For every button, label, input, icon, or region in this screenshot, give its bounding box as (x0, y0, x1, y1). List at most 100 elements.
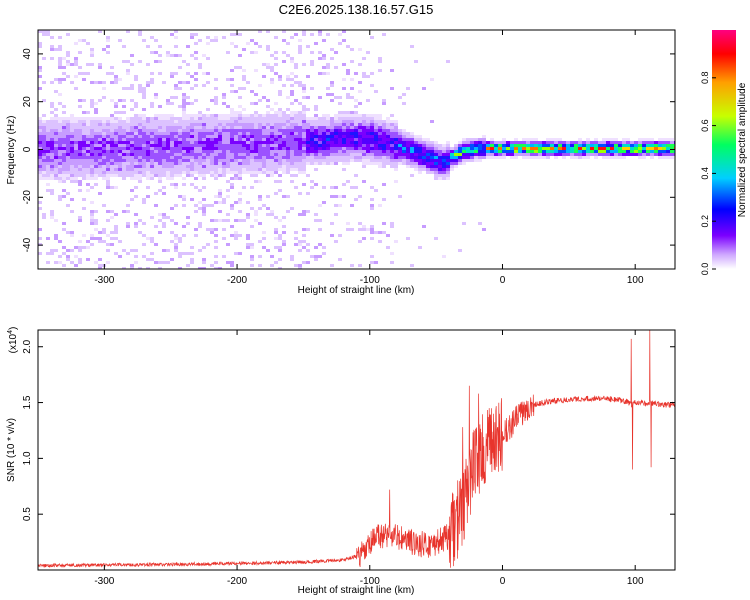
spectrogram-cell (162, 156, 166, 159)
spectrogram-cell (130, 120, 134, 123)
spectrogram-cell (458, 156, 462, 159)
spectrogram-cell (50, 150, 54, 153)
spectrogram-cell (414, 156, 418, 159)
spectrogram-cell (354, 129, 358, 132)
spectrogram-cell (82, 207, 86, 210)
spectrogram-cell (258, 144, 262, 147)
spectrogram-cell (174, 234, 178, 237)
spectrogram-cell (278, 108, 282, 111)
spectrogram-cell (110, 153, 114, 156)
spectrogram-cell (386, 159, 390, 162)
spectrogram-cell (122, 123, 126, 126)
spectrogram-cell (302, 165, 306, 168)
spectrogram-cell (70, 249, 74, 252)
spectrogram-cell (114, 105, 118, 108)
spectrogram-cell (298, 123, 302, 126)
spectrogram-cell (142, 39, 146, 42)
spectrogram-cell (46, 135, 50, 138)
spectrogram-cell (110, 150, 114, 153)
spectrogram-cell (90, 186, 94, 189)
spectrogram-cell (46, 120, 50, 123)
spectrogram-cell (70, 231, 74, 234)
spectrogram-cell (326, 93, 330, 96)
spectrogram-cell (590, 147, 594, 150)
spectrogram-cell (146, 165, 150, 168)
spectrogram-cell (610, 141, 614, 144)
spectrogram-cell (262, 132, 266, 135)
spectrogram-cell (218, 201, 222, 204)
spectrogram-cell (298, 132, 302, 135)
spectrogram-cell (150, 168, 154, 171)
spectrogram-cell (286, 96, 290, 99)
spectrogram-cell (358, 195, 362, 198)
spectrogram-cell (382, 123, 386, 126)
spectrogram-cell (66, 141, 70, 144)
spectrogram-cell (262, 231, 266, 234)
spectrogram-cell (354, 198, 358, 201)
spectrogram-cell (238, 150, 242, 153)
spectrogram-cell (302, 153, 306, 156)
spectrogram-cell (326, 33, 330, 36)
spectrogram-cell (366, 51, 370, 54)
spectrogram-cell (446, 174, 450, 177)
spectrogram-cell (174, 141, 178, 144)
spectrogram-cell (250, 138, 254, 141)
spectrogram-cell (498, 147, 502, 150)
spectrogram-cell (146, 135, 150, 138)
spectrogram-cell (74, 153, 78, 156)
spectrogram-cell (398, 156, 402, 159)
spectrogram-cell (350, 264, 354, 267)
spectrogram-cell (226, 141, 230, 144)
spectrogram-cell (194, 78, 198, 81)
spectrogram-cell (158, 147, 162, 150)
spectrogram-cell (110, 114, 114, 117)
spectrogram-cell (554, 150, 558, 153)
spectrogram-cell (366, 120, 370, 123)
spectrogram-cell (330, 93, 334, 96)
spectrogram-cell (334, 213, 338, 216)
spectrogram-cell (58, 123, 62, 126)
spectrogram-cell (194, 51, 198, 54)
spectrogram-cell (638, 147, 642, 150)
spectrogram-cell (286, 138, 290, 141)
spectrogram-cell (122, 153, 126, 156)
spectrogram-cell (350, 123, 354, 126)
spectrogram-cell (314, 126, 318, 129)
spectrogram-cell (106, 138, 110, 141)
spectrogram-cell (142, 150, 146, 153)
spectrogram-cell (542, 141, 546, 144)
spectrogram-cell (198, 39, 202, 42)
spectrogram-cell (322, 114, 326, 117)
spectrogram-cell (146, 126, 150, 129)
spectrogram-cell (234, 66, 238, 69)
spectrogram-cell (62, 72, 66, 75)
spectrogram-cell (138, 120, 142, 123)
spectrogram-cell (102, 138, 106, 141)
spectrogram-cell (202, 114, 206, 117)
spectrogram-cell (434, 162, 438, 165)
spectrogram-cell (50, 216, 54, 219)
spectrogram-cell (118, 138, 122, 141)
spectrogram-cell (666, 141, 670, 144)
spectrogram-cell (274, 216, 278, 219)
spectrogram-cell (70, 81, 74, 84)
spectrogram-cell (262, 159, 266, 162)
snr-y-tick-label: 2.0 (22, 339, 33, 353)
spectrogram-cell (206, 165, 210, 168)
spectrogram-cell (610, 153, 614, 156)
spectrogram-cell (306, 129, 310, 132)
spectrogram-cell (126, 156, 130, 159)
spectrogram-cell (198, 114, 202, 117)
spectrogram-cell (302, 150, 306, 153)
spectrogram-cell (282, 126, 286, 129)
spectrogram-cell (454, 150, 458, 153)
spectrogram-cell (294, 147, 298, 150)
spectrogram-cell (74, 150, 78, 153)
spectrogram-cell (322, 132, 326, 135)
spectrogram-cell (158, 123, 162, 126)
spectrogram-cell (98, 264, 102, 267)
spectrogram-cell (42, 30, 46, 33)
spectrogram-cell (126, 72, 130, 75)
spectrogram-cell (302, 234, 306, 237)
spectrogram-cell (378, 123, 382, 126)
